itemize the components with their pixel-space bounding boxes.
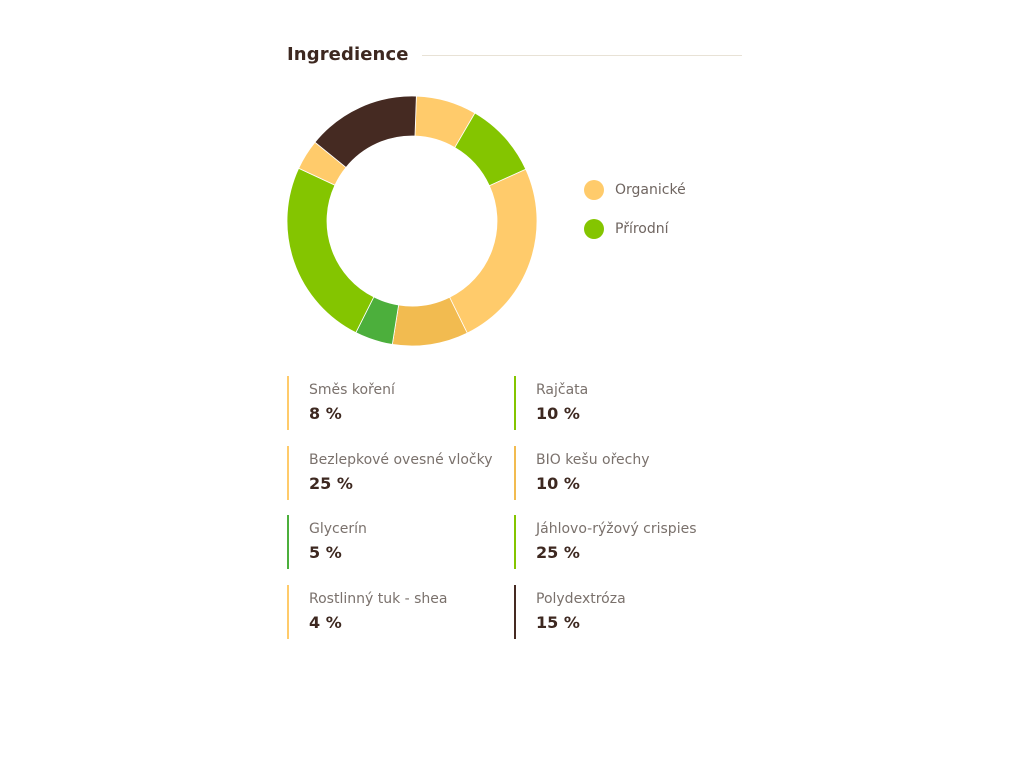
- ingredient-item: Rostlinný tuk - shea 4 %: [287, 585, 509, 639]
- donut-slice[interactable]: [314, 96, 417, 169]
- legend-dot-natural: [584, 219, 604, 239]
- ingredient-percent: 15 %: [536, 613, 580, 632]
- ingredient-name: Bezlepkové ovesné vločky: [309, 452, 493, 468]
- ingredients-panel: Ingredience Organické Přírodní Směs koře…: [287, 40, 742, 639]
- ingredient-percent: 25 %: [309, 474, 353, 493]
- ingredient-item: Rajčata 10 %: [514, 376, 736, 430]
- ingredient-name: Rostlinný tuk - shea: [309, 591, 448, 607]
- header-divider: [422, 55, 742, 56]
- ingredient-item: BIO kešu ořechy 10 %: [514, 446, 736, 500]
- ingredient-item: Polydextróza 15 %: [514, 585, 736, 639]
- ingredient-percent: 10 %: [536, 404, 580, 423]
- ingredient-name: Glycerín: [309, 521, 367, 537]
- legend-label-natural: Přírodní: [615, 221, 669, 237]
- ingredient-name: Rajčata: [536, 382, 589, 398]
- ingredient-item: Jáhlovo-rýžový crispies 25 %: [514, 515, 736, 569]
- donut-slice[interactable]: [287, 167, 375, 334]
- ingredient-item: Směs koření 8 %: [287, 376, 509, 430]
- donut-slice[interactable]: [449, 168, 537, 334]
- ingredient-percent: 4 %: [309, 613, 342, 632]
- ingredient-percent: 25 %: [536, 543, 580, 562]
- ingredient-name: Směs koření: [309, 382, 395, 398]
- ingredient-item: Glycerín 5 %: [287, 515, 509, 569]
- donut-chart: [287, 96, 537, 346]
- ingredient-percent: 10 %: [536, 474, 580, 493]
- ingredient-name: BIO kešu ořechy: [536, 452, 650, 468]
- legend-label-organic: Organické: [615, 182, 686, 198]
- section-header: Ingredience: [287, 40, 742, 72]
- ingredient-percent: 8 %: [309, 404, 342, 423]
- ingredient-percent: 5 %: [309, 543, 342, 562]
- ingredient-name: Jáhlovo-rýžový crispies: [536, 521, 697, 537]
- ingredient-item: Bezlepkové ovesné vločky 25 %: [287, 446, 509, 500]
- legend-dot-organic: [584, 180, 604, 200]
- ingredient-name: Polydextróza: [536, 591, 626, 607]
- section-title: Ingredience: [287, 44, 409, 65]
